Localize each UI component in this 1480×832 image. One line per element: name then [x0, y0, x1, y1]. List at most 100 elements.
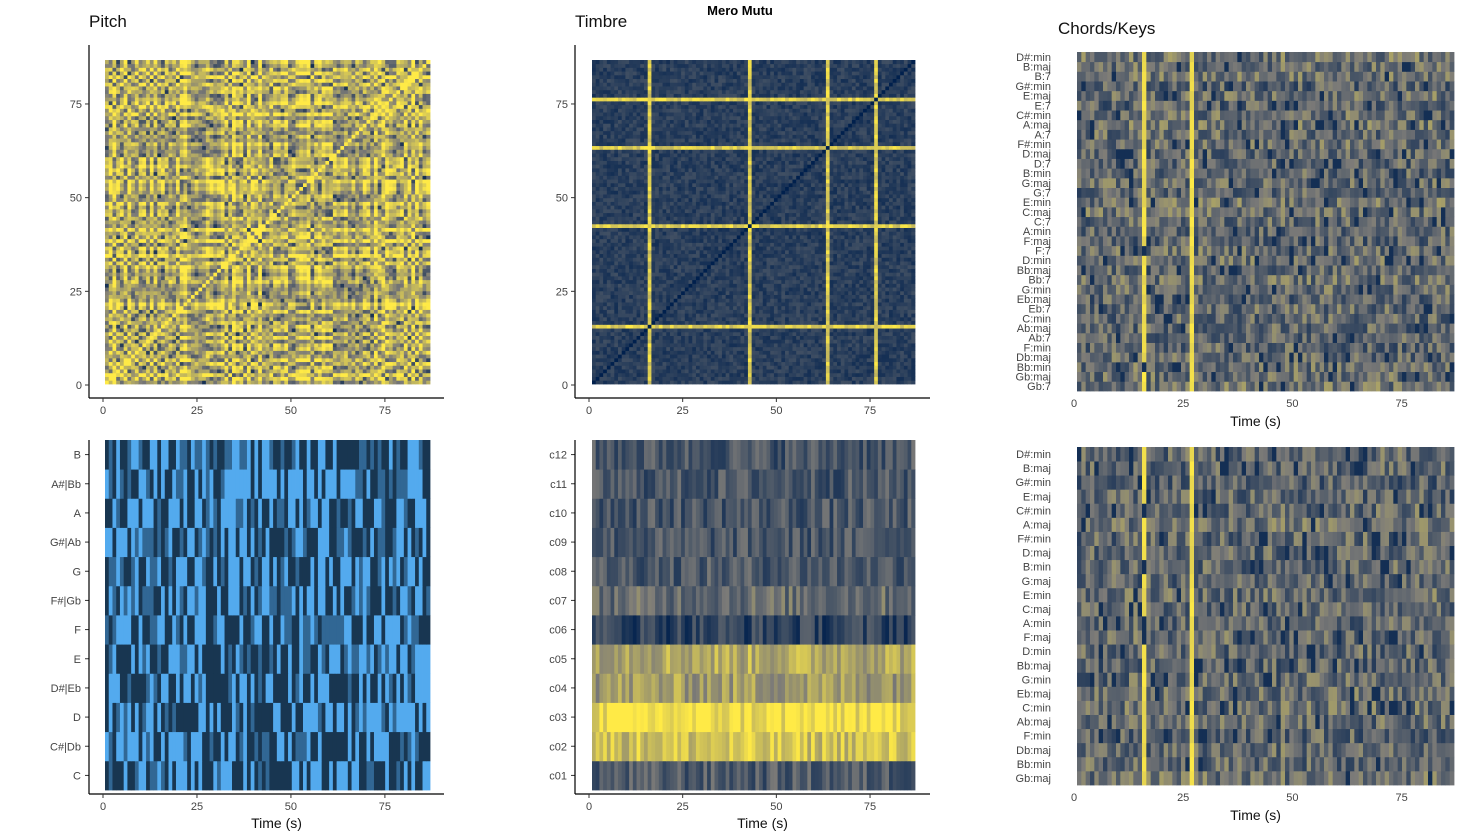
ssm-cell	[176, 380, 180, 384]
ssm-cell	[191, 377, 195, 381]
ssm-cell	[296, 194, 300, 198]
ssm-cell	[161, 347, 165, 351]
ssm-cell	[310, 213, 314, 217]
ssm-cell	[352, 187, 356, 191]
ssm-cell	[251, 175, 255, 179]
ssm-cell	[415, 261, 419, 265]
ssm-cell	[284, 269, 288, 273]
ssm-cell	[385, 194, 389, 198]
ssm-cell	[127, 261, 131, 265]
ssm-cell	[318, 324, 322, 328]
ssm-cell	[169, 310, 173, 314]
ssm-cell	[154, 257, 158, 261]
ssm-cell	[187, 354, 191, 358]
ssm-cell	[127, 362, 131, 366]
ssm-cell	[273, 250, 277, 254]
ssm-cell	[303, 205, 307, 209]
ssm-cell	[381, 280, 385, 284]
ssm-cell	[408, 295, 412, 299]
ssm-cell	[348, 306, 352, 310]
ssm-cell	[396, 187, 400, 191]
ssm-cell	[247, 287, 251, 291]
ssm-cell	[340, 380, 344, 384]
ssm-cell	[135, 190, 139, 194]
ssm-cell	[292, 209, 296, 213]
ssm-cell	[202, 310, 206, 314]
ssm-cell	[221, 336, 225, 340]
ssm-cell	[307, 231, 311, 235]
ssm-cell	[187, 265, 191, 269]
ssm-cell	[389, 213, 393, 217]
ssm-cell	[251, 347, 255, 351]
ssm-cell	[385, 339, 389, 343]
ssm-cell	[333, 339, 337, 343]
ssm-cell	[135, 198, 139, 202]
ssm-cell	[154, 362, 158, 366]
ssm-cell	[247, 179, 251, 183]
ssm-cell	[187, 261, 191, 265]
ssm-cell	[161, 239, 165, 243]
ssm-cell	[191, 216, 195, 220]
ssm-cell	[348, 365, 352, 369]
ssm-cell	[127, 369, 131, 373]
ssm-cell	[322, 190, 326, 194]
ssm-cell	[299, 257, 303, 261]
ssm-cell	[423, 224, 427, 228]
ssm-cell	[124, 254, 128, 258]
ssm-cell	[329, 209, 333, 213]
ssm-cell	[191, 283, 195, 287]
ssm-cell	[254, 321, 258, 325]
ssm-cell	[277, 269, 281, 273]
ssm-cell	[340, 172, 344, 176]
ssm-cell	[404, 183, 408, 187]
ssm-cell	[426, 280, 430, 284]
ssm-cell	[307, 272, 311, 276]
ssm-cell	[363, 336, 367, 340]
ssm-cell	[239, 324, 243, 328]
ssm-cell	[288, 190, 292, 194]
ssm-cell	[198, 280, 202, 284]
ssm-cell	[393, 310, 397, 314]
ssm-cell	[225, 254, 229, 258]
ssm-cell	[187, 242, 191, 246]
ssm-cell	[385, 172, 389, 176]
ssm-cell	[408, 280, 412, 284]
ssm-cell	[127, 209, 131, 213]
ssm-cell	[154, 324, 158, 328]
ssm-cell	[221, 250, 225, 254]
ssm-cell	[426, 216, 430, 220]
ssm-cell	[139, 205, 143, 209]
ssm-cell	[217, 291, 221, 295]
ssm-cell	[419, 362, 423, 366]
ssm-cell	[109, 298, 113, 302]
ssm-cell	[415, 276, 419, 280]
ssm-cell	[400, 198, 404, 202]
ssm-cell	[273, 298, 277, 302]
ssm-cell	[127, 216, 131, 220]
ssm-cell	[389, 295, 393, 299]
ssm-cell	[337, 306, 341, 310]
ssm-cell	[426, 257, 430, 261]
ssm-cell	[337, 179, 341, 183]
ssm-cell	[333, 291, 337, 295]
ssm-cell	[303, 179, 307, 183]
ssm-cell	[374, 369, 378, 373]
ssm-cell	[180, 324, 184, 328]
ssm-cell	[165, 339, 169, 343]
ssm-cell	[396, 175, 400, 179]
ssm-cell	[169, 224, 173, 228]
ssm-cell	[269, 194, 273, 198]
ssm-cell	[378, 172, 382, 176]
ssm-cell	[225, 265, 229, 269]
ssm-cell	[314, 231, 318, 235]
ssm-cell	[374, 313, 378, 317]
ssm-cell	[202, 246, 206, 250]
ssm-cell	[232, 213, 236, 217]
ssm-cell	[243, 302, 247, 306]
ssm-cell	[109, 194, 113, 198]
ssm-cell	[423, 328, 427, 332]
ssm-cell	[296, 220, 300, 224]
ssm-cell	[352, 179, 356, 183]
ssm-cell	[310, 224, 314, 228]
ssm-cell	[251, 216, 255, 220]
